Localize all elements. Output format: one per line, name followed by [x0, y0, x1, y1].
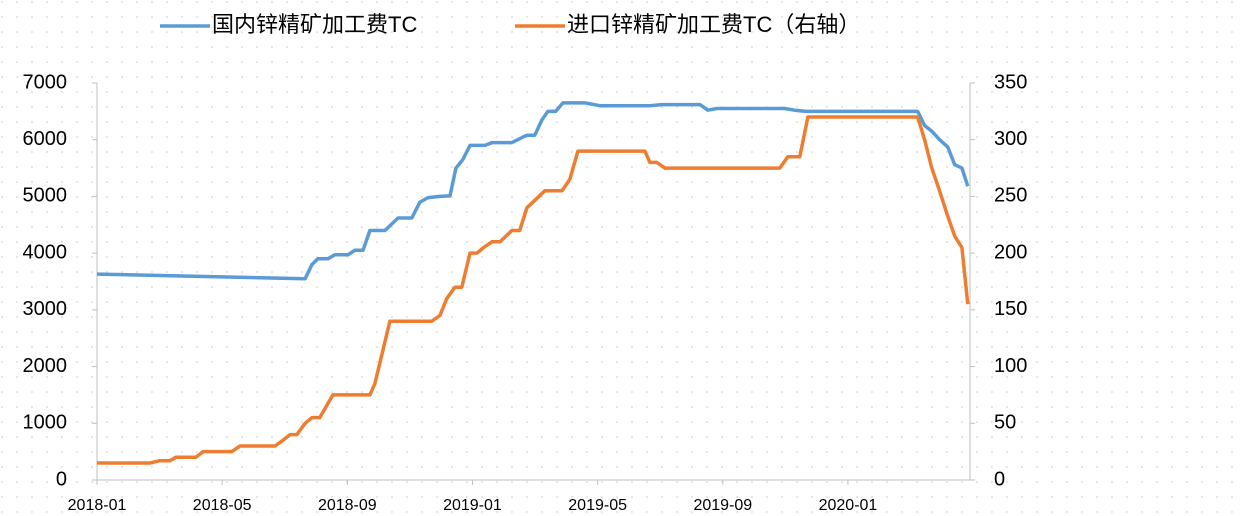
- y-tick-label: 6000: [23, 128, 68, 150]
- x-tick-label: 2020-01: [819, 497, 878, 514]
- y2-tick-label: 0: [994, 468, 1005, 490]
- x-tick-label: 2018-05: [193, 497, 252, 514]
- y-tick-label: 0: [56, 468, 67, 490]
- series-line: [97, 115, 970, 465]
- x-tick-label: 2019-05: [568, 497, 627, 514]
- x-tick-label: 2018-09: [318, 497, 377, 514]
- x-tick-label: 2019-09: [693, 497, 752, 514]
- y2-tick-label: 50: [994, 412, 1016, 434]
- y-tick-label: 7000: [23, 71, 68, 93]
- y2-tick-label: 300: [994, 128, 1027, 150]
- series-line: [96, 101, 970, 281]
- y-tick-label: 2000: [23, 355, 68, 377]
- y-tick-label: 1000: [23, 412, 68, 434]
- y2-tick-label: 200: [994, 241, 1027, 263]
- y2-tick-label: 350: [994, 71, 1027, 93]
- x-tick-label: 2018-01: [68, 497, 127, 514]
- legend-label: 国内锌精矿加工费TC: [212, 12, 417, 37]
- y2-tick-label: 150: [994, 298, 1027, 320]
- x-tick-label: 2019-01: [443, 497, 502, 514]
- y2-tick-label: 250: [994, 185, 1027, 207]
- y-tick-label: 3000: [23, 298, 68, 320]
- y-tick-label: 5000: [23, 185, 68, 207]
- y2-tick-label: 100: [994, 355, 1027, 377]
- y-tick-label: 4000: [23, 241, 68, 263]
- legend-label: 进口锌精矿加工费TC（右轴）: [567, 12, 860, 37]
